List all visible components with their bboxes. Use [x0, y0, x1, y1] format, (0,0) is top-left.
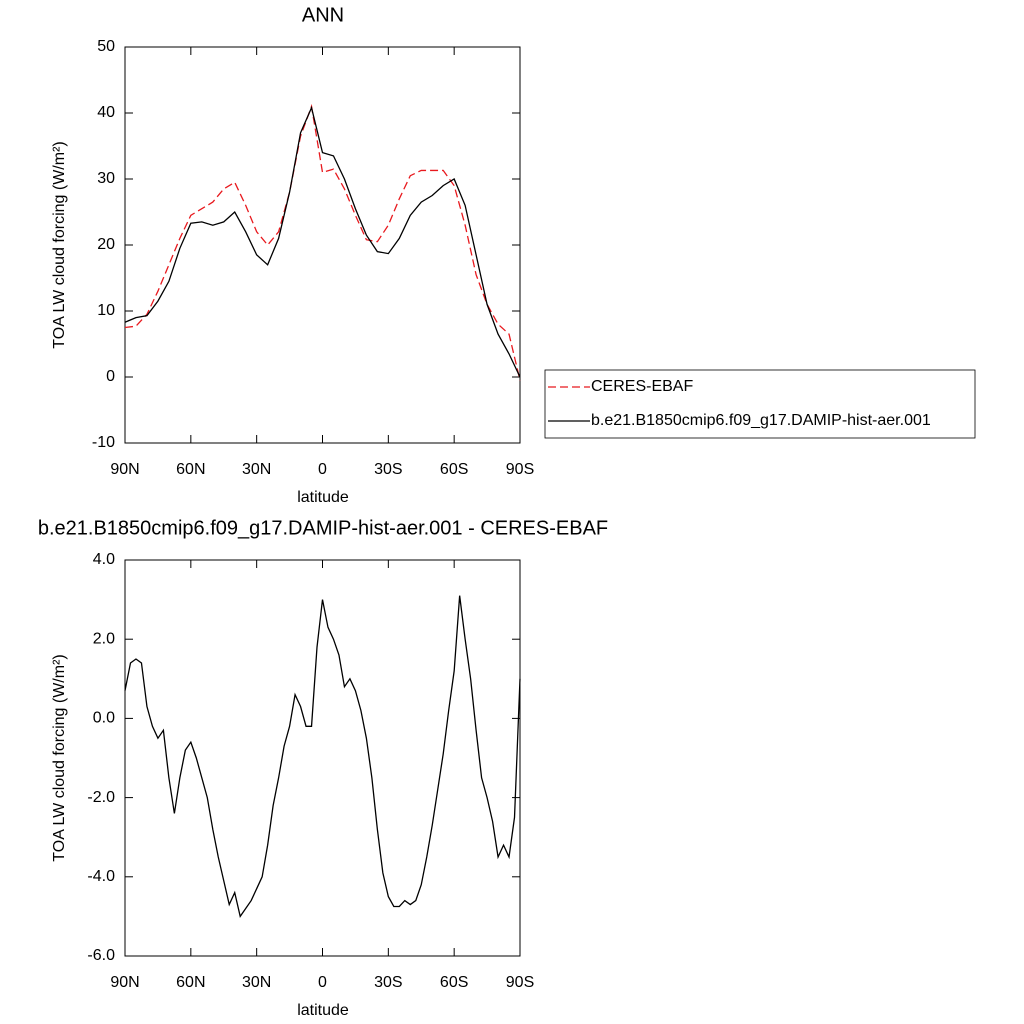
y-axis-label: TOA LW cloud forcing (W/m²) — [51, 654, 68, 861]
x-tick-label: 60S — [440, 974, 468, 991]
y-tick-label: 4.0 — [93, 551, 115, 568]
x-tick-label: 0 — [318, 461, 327, 478]
x-tick-label: 60N — [176, 974, 205, 991]
x-tick-label: 90S — [506, 461, 534, 478]
data-line — [124, 595, 521, 918]
y-tick-label: 50 — [97, 38, 115, 55]
data-line — [124, 105, 521, 378]
data-line — [124, 103, 521, 381]
legend: CERES-EBAF b.e21.B1850cmip6.f09_g17.DAMIP… — [544, 369, 976, 439]
chart-title: ANN — [302, 4, 344, 26]
x-tick-label: 60N — [176, 461, 205, 478]
x-tick-label: 90S — [506, 974, 534, 991]
y-tick-label: 0.0 — [93, 710, 115, 727]
x-tick-label: 30S — [374, 461, 402, 478]
x-axis-label: latitude — [297, 1002, 349, 1019]
y-tick-label: 0 — [106, 368, 115, 385]
x-tick-label: 90N — [110, 974, 139, 991]
y-tick-label: 10 — [97, 302, 115, 319]
y-tick-label: 20 — [97, 236, 115, 253]
plot: b.e21.B1850cmip6.f09_g17.DAMIP-hist-aer.… — [38, 517, 608, 1019]
y-tick-label: -10 — [92, 434, 115, 451]
x-tick-label: 30N — [242, 974, 271, 991]
x-tick-label: 30N — [242, 461, 271, 478]
y-tick-label: 40 — [97, 104, 115, 121]
y-tick-label: -2.0 — [87, 789, 115, 806]
plot-frame — [124, 46, 521, 444]
y-tick-label: -4.0 — [87, 868, 115, 885]
x-tick-label: 0 — [318, 974, 327, 991]
plot: ANN 90N 60N 30N 0 30S 60S 90S -10 0 10 20 30 40 50 lati… — [51, 4, 976, 506]
legend-label: CERES-EBAF — [591, 378, 693, 395]
legend-label: b.e21.B1850cmip6.f09_g17.DAMIP-hist-aer.… — [591, 412, 931, 429]
x-axis-label: latitude — [297, 489, 349, 506]
y-axis-label: TOA LW cloud forcing (W/m²) — [51, 141, 68, 348]
x-tick-label: 90N — [110, 461, 139, 478]
x-tick-label: 60S — [440, 461, 468, 478]
x-tick-label: 30S — [374, 974, 402, 991]
chart-title: b.e21.B1850cmip6.f09_g17.DAMIP-hist-aer.… — [38, 517, 608, 539]
legend-box — [544, 369, 976, 439]
y-tick-label: 2.0 — [93, 630, 115, 647]
y-tick-label: 30 — [97, 170, 115, 187]
y-tick-label: -6.0 — [87, 947, 115, 964]
